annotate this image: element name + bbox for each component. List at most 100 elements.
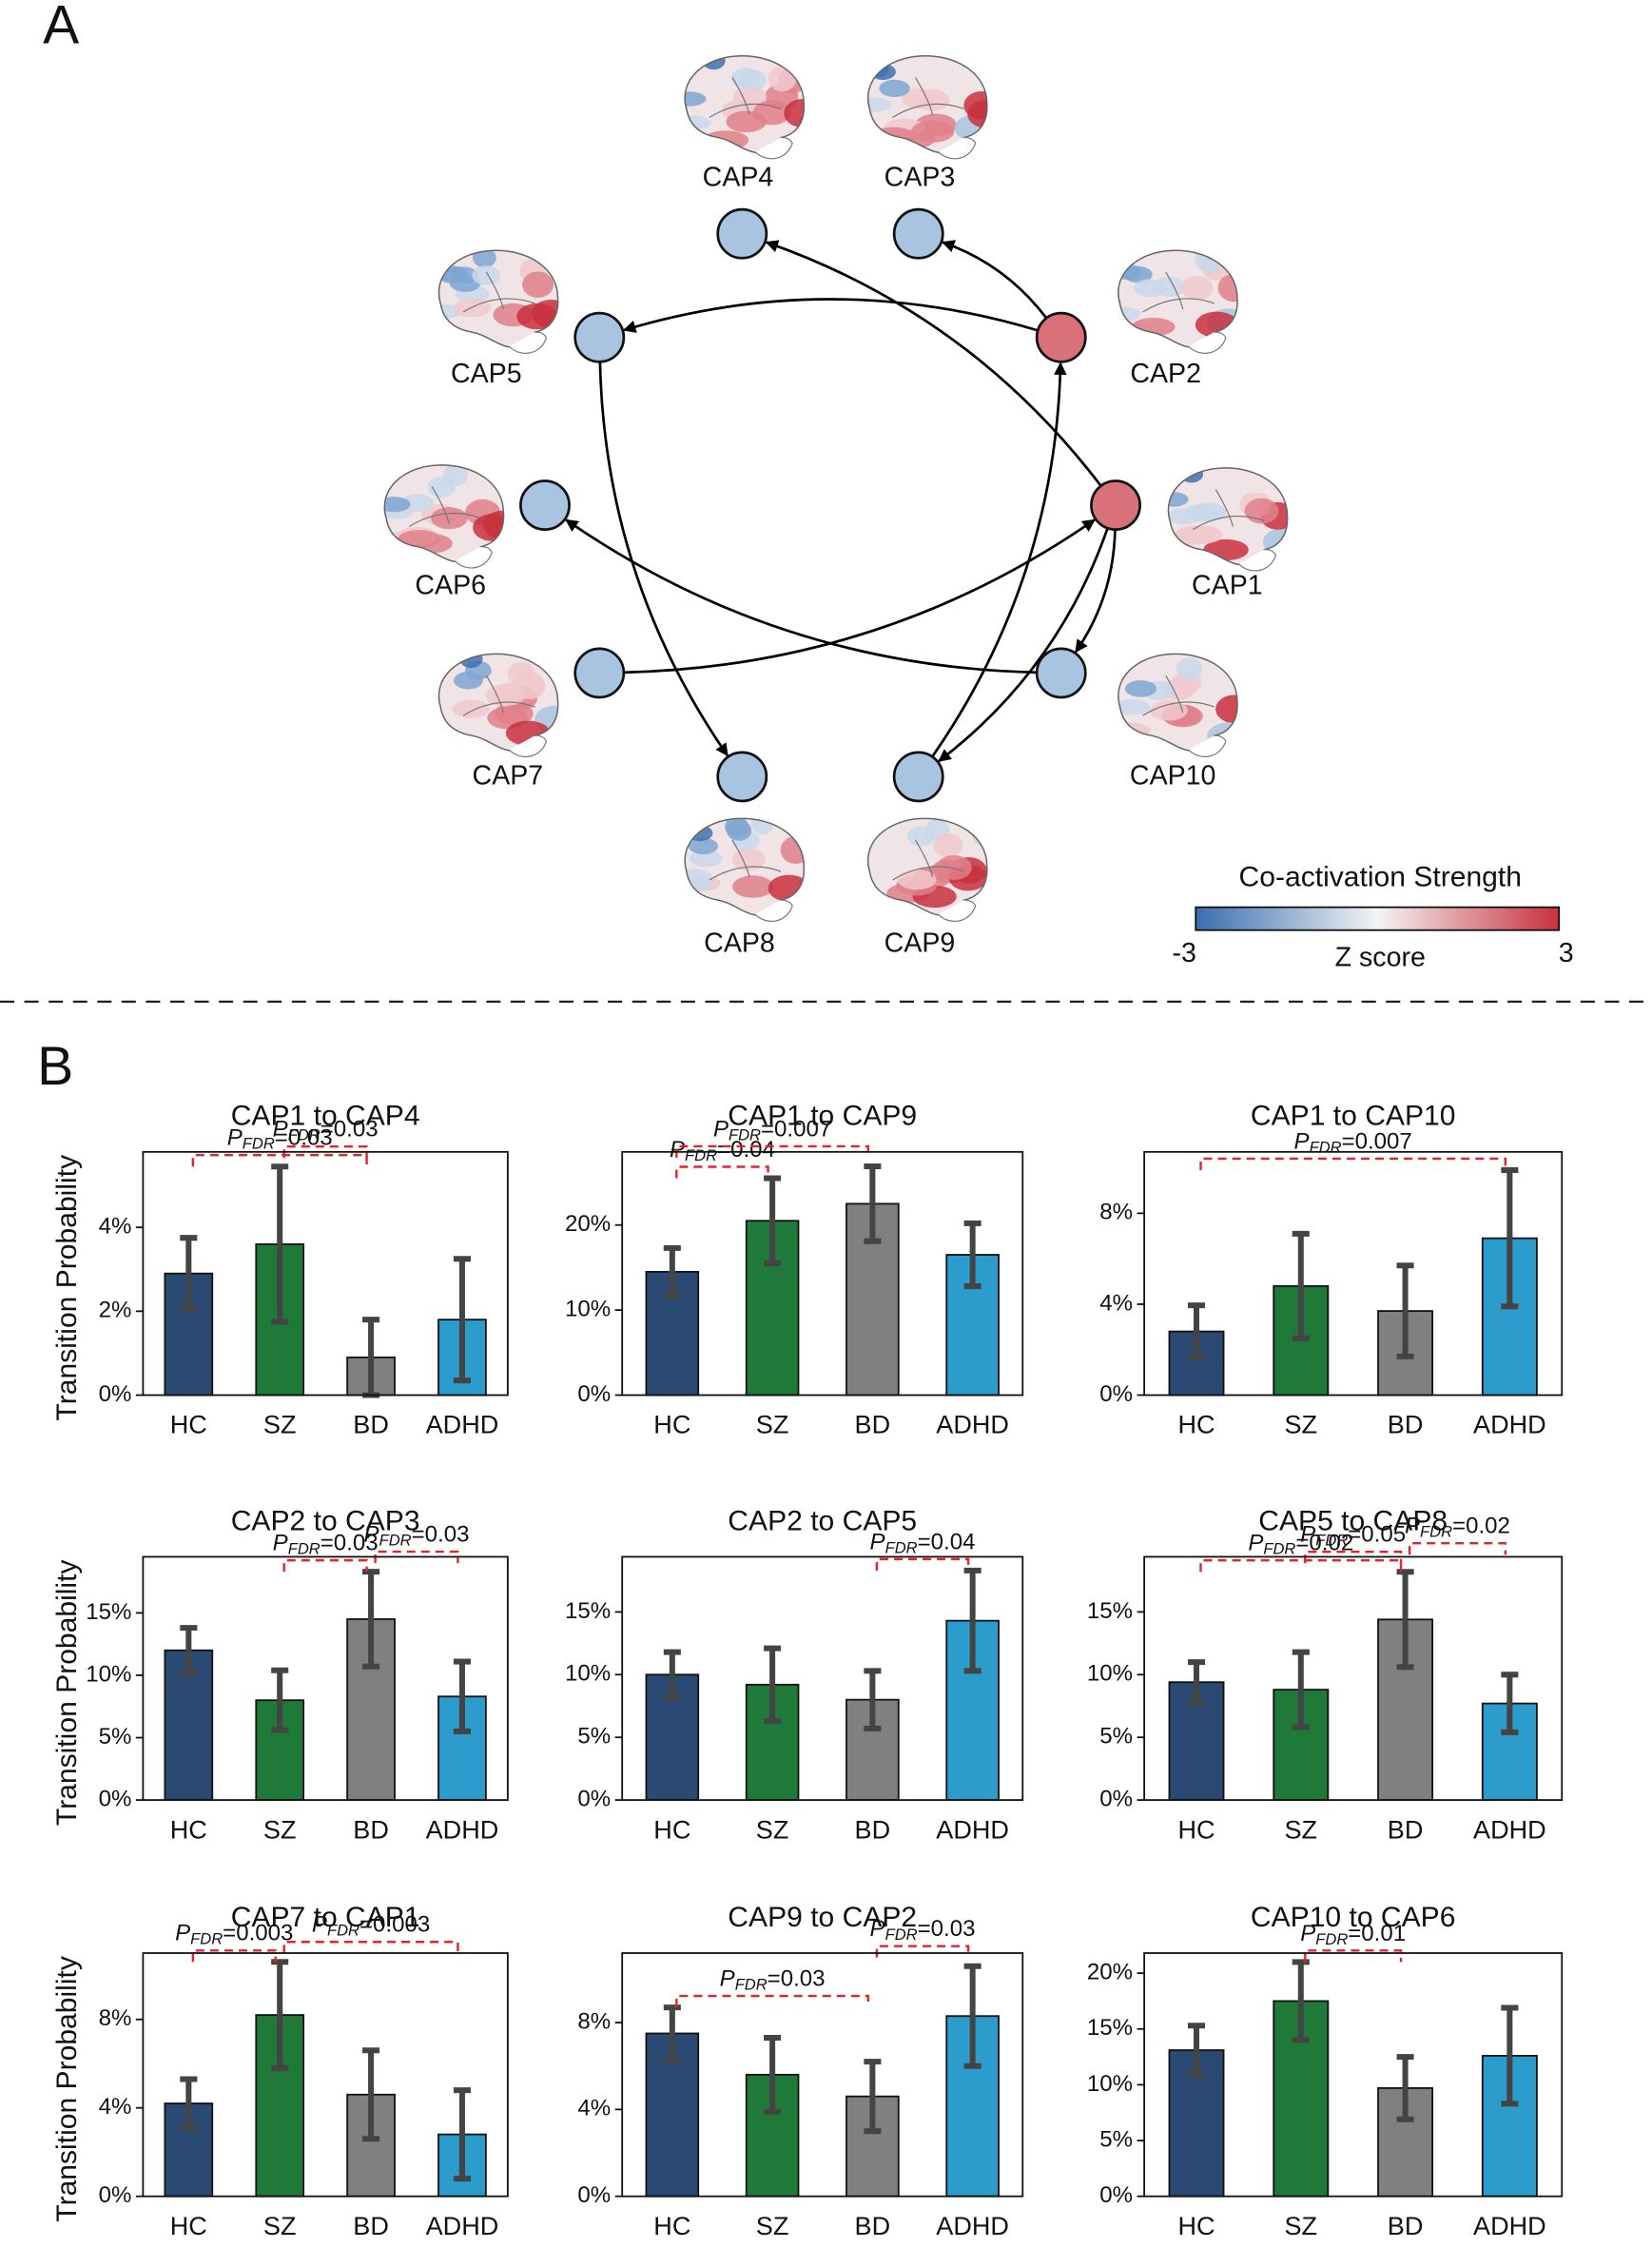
p-subscript: FDR	[885, 1539, 918, 1557]
p-subscript: FDR	[735, 1976, 768, 1994]
node-label: CAP5	[451, 359, 522, 389]
x-tick-label: HC	[1177, 1410, 1215, 1439]
x-tick-label: HC	[653, 1814, 690, 1844]
p-value: PFDR=0.05	[1300, 1522, 1406, 1550]
diagram: CAP1 CAP2 CAP3 CAP4 CAP5 CAP6 CAP7 CAP8 CAP9 CAP1…	[383, 55, 1574, 972]
bar-chart: CAP7 to CAP1 Transition Probability 0% 4% 8%…	[51, 1902, 509, 2240]
brain-sulcus	[709, 77, 782, 119]
y-tick-label: 0%	[577, 1786, 611, 1811]
brain-patch	[452, 699, 490, 718]
edge-arrow	[765, 240, 1102, 487]
p-subscript: FDR	[1310, 1139, 1342, 1157]
x-tick-label: SZ	[263, 1410, 297, 1439]
brain-outline	[1167, 467, 1289, 566]
brain	[867, 55, 988, 160]
node	[892, 751, 944, 803]
p-value: PFDR=0.03	[364, 1522, 470, 1550]
brain-outline	[867, 55, 988, 154]
bar-chart: CAP2 to CAP5 0% 5% 10% 15% HC SZ BD ADHD PFDR=0.0…	[565, 1505, 1024, 1844]
cerebellum	[938, 136, 977, 160]
edge-arrow	[938, 527, 1109, 763]
brain-patch	[897, 870, 937, 890]
brain-patch	[915, 88, 950, 111]
error-bar	[1396, 1569, 1414, 1671]
brain-patch	[1131, 317, 1176, 337]
p-subscript: FDR	[1263, 1540, 1295, 1558]
brain-outline	[1118, 653, 1238, 752]
chart-title: CAP2 to CAP3	[231, 1505, 420, 1536]
p-subscript: FDR	[379, 1532, 412, 1550]
p-subscript: FDR	[288, 1540, 321, 1558]
y-axis-label: Transition Probability	[51, 1155, 83, 1421]
brain-patch	[869, 64, 896, 80]
p-subscript: FDR	[327, 1922, 360, 1940]
node-label: CAP1	[1192, 570, 1263, 600]
edge-arrow	[565, 518, 1038, 674]
bar	[1481, 2054, 1538, 2198]
x-tick-label: BD	[353, 2211, 389, 2240]
p-subscript: FDR	[243, 1135, 275, 1153]
x-tick-label: SZ	[756, 2211, 789, 2240]
error-bar	[1501, 1166, 1519, 1310]
p-subscript: FDR	[885, 1925, 918, 1944]
brain-patch	[427, 477, 457, 498]
y-tick-label: 4%	[577, 2096, 611, 2121]
edge-arrow	[598, 362, 729, 757]
y-tick-label: 10%	[1087, 2071, 1133, 2097]
brain-sulcus	[1192, 489, 1265, 531]
y-tick-label: 20%	[1087, 1959, 1133, 1984]
brain-patch	[1168, 467, 1182, 479]
brain-sulcus	[709, 839, 782, 881]
chart-title: CAP7 to CAP1	[231, 1902, 420, 1933]
edge-arrow	[941, 240, 1048, 320]
x-tick-label: BD	[1388, 1814, 1424, 1844]
error-bar	[271, 1667, 289, 1733]
y-tick-label: 8%	[99, 2005, 132, 2031]
brain	[437, 653, 559, 758]
x-tick-label: HC	[653, 1410, 690, 1439]
colorbar-title: Co-activation Strength	[1239, 862, 1522, 893]
y-tick-label: 15%	[1087, 1598, 1133, 1624]
axes-frame	[142, 1952, 509, 2198]
error-bar	[1396, 2054, 1414, 2122]
significance-bracket	[191, 1949, 277, 1963]
y-tick-label: 10%	[86, 1661, 131, 1687]
bar	[845, 2095, 900, 2198]
brain-patch	[911, 120, 955, 143]
brain-patch	[516, 303, 557, 330]
error-bar	[963, 1220, 981, 1290]
error-bar	[271, 1959, 289, 2071]
p-text: =0.04	[918, 1530, 976, 1555]
node-label: CAP8	[704, 928, 775, 958]
y-tick-label: 10%	[565, 1296, 611, 1321]
brain-patch	[963, 91, 987, 120]
colorbar-min: -3	[1173, 938, 1196, 968]
node	[1090, 479, 1141, 531]
brain-patch	[1123, 265, 1153, 283]
bar-chart: CAP10 to CAP6 0% 5% 10% 15% 20% HC SZ BD ADHD PFDR…	[1087, 1902, 1564, 2240]
p-text: =0.03	[918, 1916, 976, 1942]
p-symbol: P	[364, 1522, 379, 1548]
error-bar	[963, 1567, 981, 1674]
error-bar	[663, 1244, 681, 1299]
axes-frame	[621, 1952, 1024, 2198]
y-tick-label: 5%	[99, 1724, 132, 1750]
x-tick-label: BD	[855, 1410, 891, 1439]
p-subscript: FDR	[288, 1126, 321, 1144]
y-tick-label: 20%	[565, 1211, 611, 1237]
p-symbol: P	[273, 1531, 288, 1556]
brain-patch	[1215, 694, 1238, 724]
brain-sulcus	[892, 839, 964, 881]
error-bar	[663, 2004, 681, 2062]
brain-patch	[1197, 250, 1223, 274]
significance-bracket	[282, 1941, 459, 1954]
p-symbol: P	[227, 1125, 243, 1151]
x-tick-label: ADHD	[1473, 2211, 1546, 2240]
p-symbol: P	[1405, 1514, 1420, 1539]
p-text: =0.007	[761, 1117, 831, 1143]
p-symbol: P	[175, 1921, 190, 1946]
node	[716, 207, 768, 260]
x-tick-label: SZ	[756, 1410, 789, 1439]
significance-bracket	[1408, 1541, 1507, 1555]
brain-patch	[752, 100, 791, 126]
